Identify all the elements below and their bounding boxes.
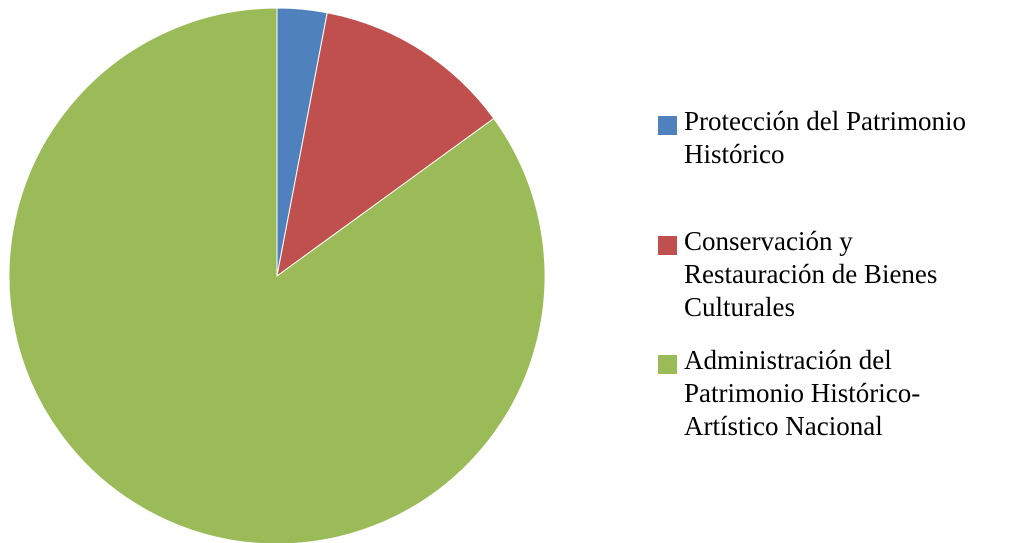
- legend-swatch: [658, 355, 677, 374]
- legend-label: Conservación y Restauración de Bienes Cu…: [684, 226, 938, 322]
- legend-label: Protección del Patrimonio Histórico: [684, 106, 966, 169]
- legend-swatch: [658, 116, 677, 135]
- slice-administracion: [8, 7, 546, 543]
- legend-swatch: [658, 236, 677, 255]
- legend-label: Administración del Patrimonio Histórico-…: [684, 345, 921, 441]
- slice-conservacion: [276, 12, 495, 278]
